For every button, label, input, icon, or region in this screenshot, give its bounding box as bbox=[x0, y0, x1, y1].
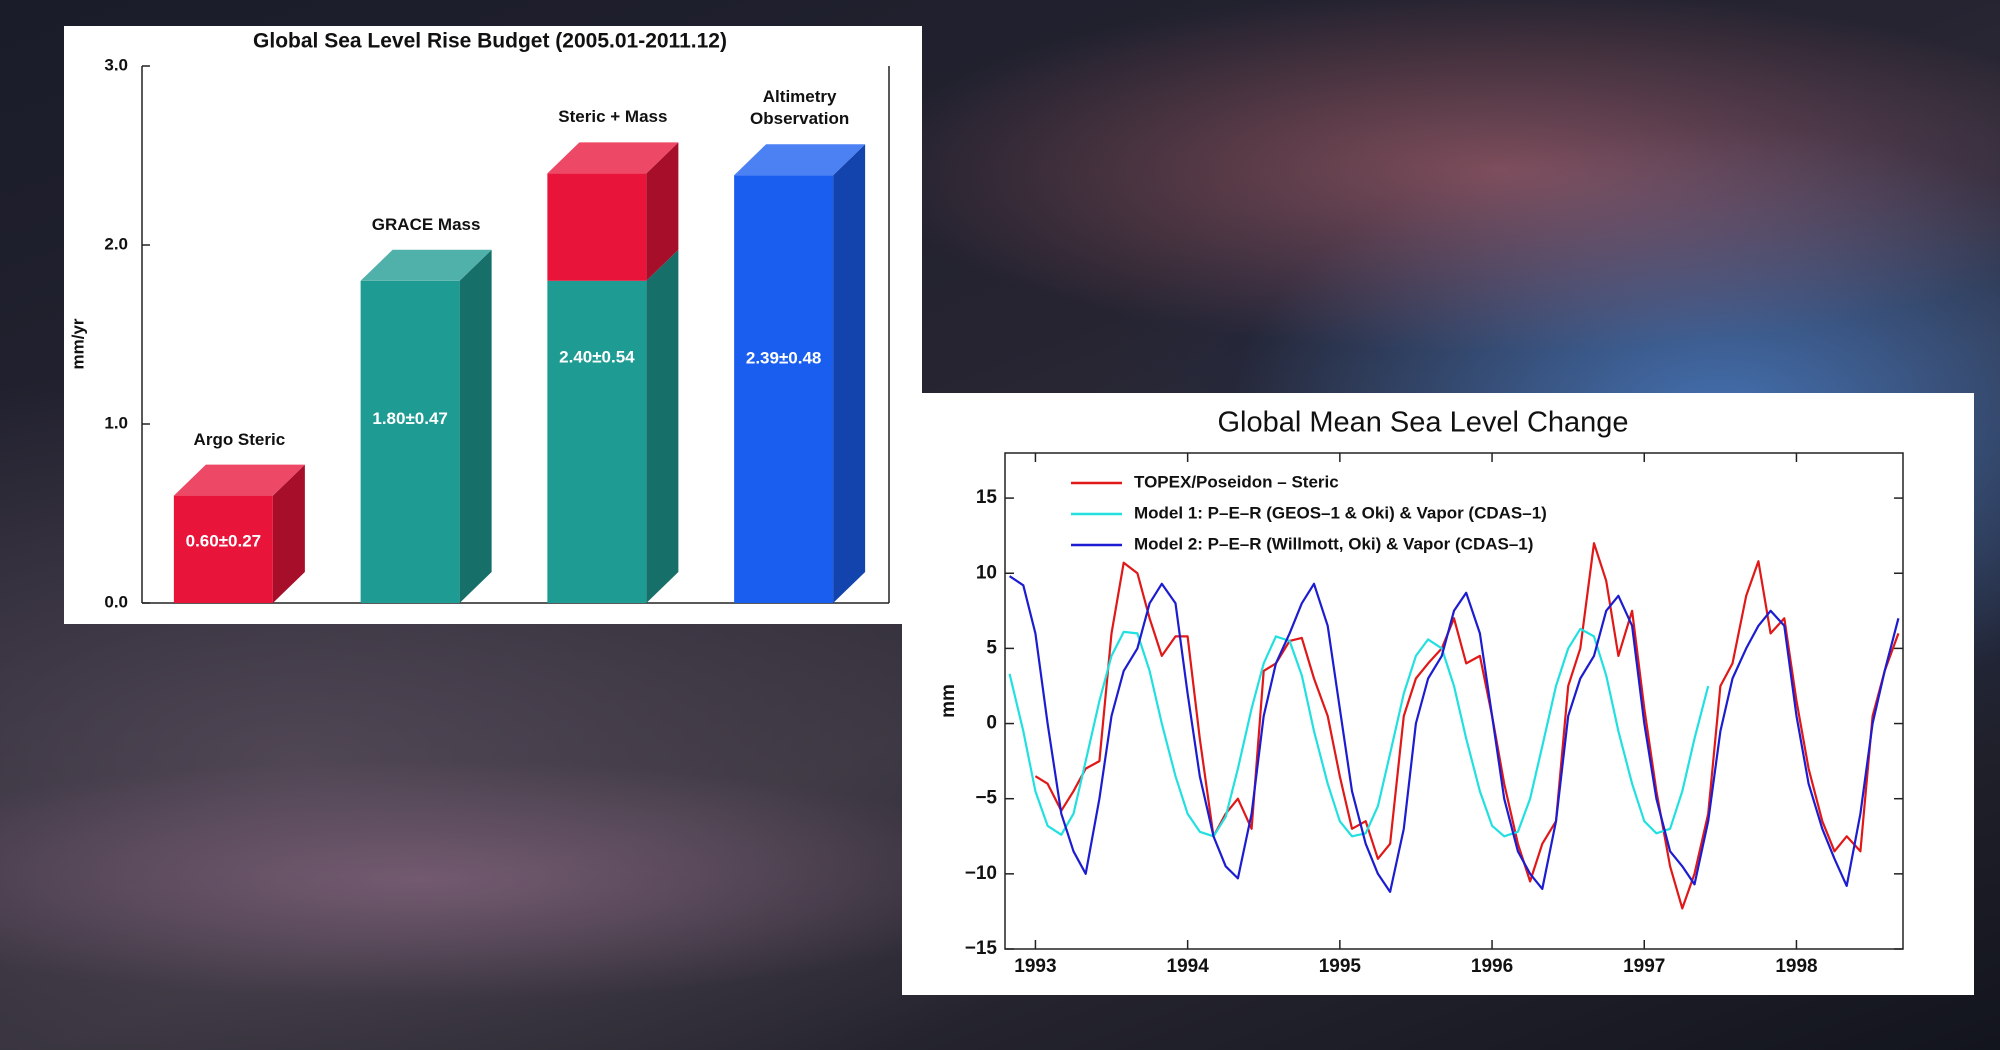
bar-side bbox=[272, 464, 305, 603]
y-tick-label: −5 bbox=[975, 788, 997, 809]
y-tick-label: 5 bbox=[986, 637, 997, 658]
value-label: 2.40±0.54 bbox=[559, 348, 635, 367]
category-label: Steric + Mass bbox=[558, 107, 668, 127]
value-label: 1.80±0.47 bbox=[372, 409, 448, 428]
legend-label: TOPEX/Poseidon – Steric bbox=[1134, 472, 1339, 491]
bar-side bbox=[646, 142, 679, 281]
bar bbox=[360, 280, 460, 603]
value-label: 2.39±0.48 bbox=[746, 349, 822, 368]
bar-side bbox=[459, 249, 492, 604]
y-tick-label: 0 bbox=[986, 713, 997, 734]
chart-title: Global Mean Sea Level Change bbox=[1217, 407, 1628, 439]
plot-frame bbox=[1004, 452, 1904, 950]
category-label: GRACE Mass bbox=[371, 214, 481, 234]
y-tick-label: −10 bbox=[965, 863, 997, 884]
bar-top bbox=[547, 142, 679, 174]
bar-side bbox=[833, 144, 866, 603]
y-tick-label: 0.0 bbox=[104, 592, 128, 611]
data-line bbox=[1008, 627, 1710, 838]
value-label: 0.60±0.27 bbox=[186, 531, 262, 550]
bar-top bbox=[734, 144, 866, 176]
chart-title: Global Sea Level Rise Budget (2005.01-20… bbox=[253, 30, 727, 53]
y-tick-label: 1.0 bbox=[104, 413, 128, 432]
x-tick-label: 1995 bbox=[1319, 956, 1362, 977]
bar bbox=[547, 280, 647, 603]
x-tick-label: 1996 bbox=[1471, 956, 1513, 977]
category-label: Argo Steric bbox=[193, 429, 286, 449]
y-tick-label: 2.0 bbox=[104, 234, 128, 253]
legend-label: Model 1: P–E–R (GEOS–1 & Oki) & Vapor (C… bbox=[1134, 503, 1547, 522]
y-tick-label: −15 bbox=[965, 938, 998, 959]
category-label: Altimetry Observation bbox=[750, 87, 850, 129]
line-panel bbox=[902, 393, 1974, 995]
bar bbox=[173, 495, 273, 603]
y-axis-label: mm bbox=[938, 684, 959, 718]
bar-top bbox=[173, 464, 305, 496]
x-tick-label: 1998 bbox=[1775, 956, 1817, 977]
x-tick-label: 1993 bbox=[1014, 956, 1056, 977]
y-tick-label: 10 bbox=[976, 562, 997, 583]
data-line bbox=[1008, 575, 1900, 893]
y-axis-label: mm/yr bbox=[68, 318, 87, 369]
bar bbox=[734, 175, 834, 603]
bar-side bbox=[646, 249, 679, 604]
x-tick-label: 1997 bbox=[1623, 956, 1665, 977]
y-tick-label: 3.0 bbox=[104, 55, 128, 74]
bar-top bbox=[360, 249, 492, 281]
bar bbox=[547, 173, 647, 281]
x-tick-label: 1994 bbox=[1167, 956, 1210, 977]
y-tick-label: 15 bbox=[976, 487, 998, 508]
legend-label: Model 2: P–E–R (Willmott, Oki) & Vapor (… bbox=[1134, 534, 1533, 553]
